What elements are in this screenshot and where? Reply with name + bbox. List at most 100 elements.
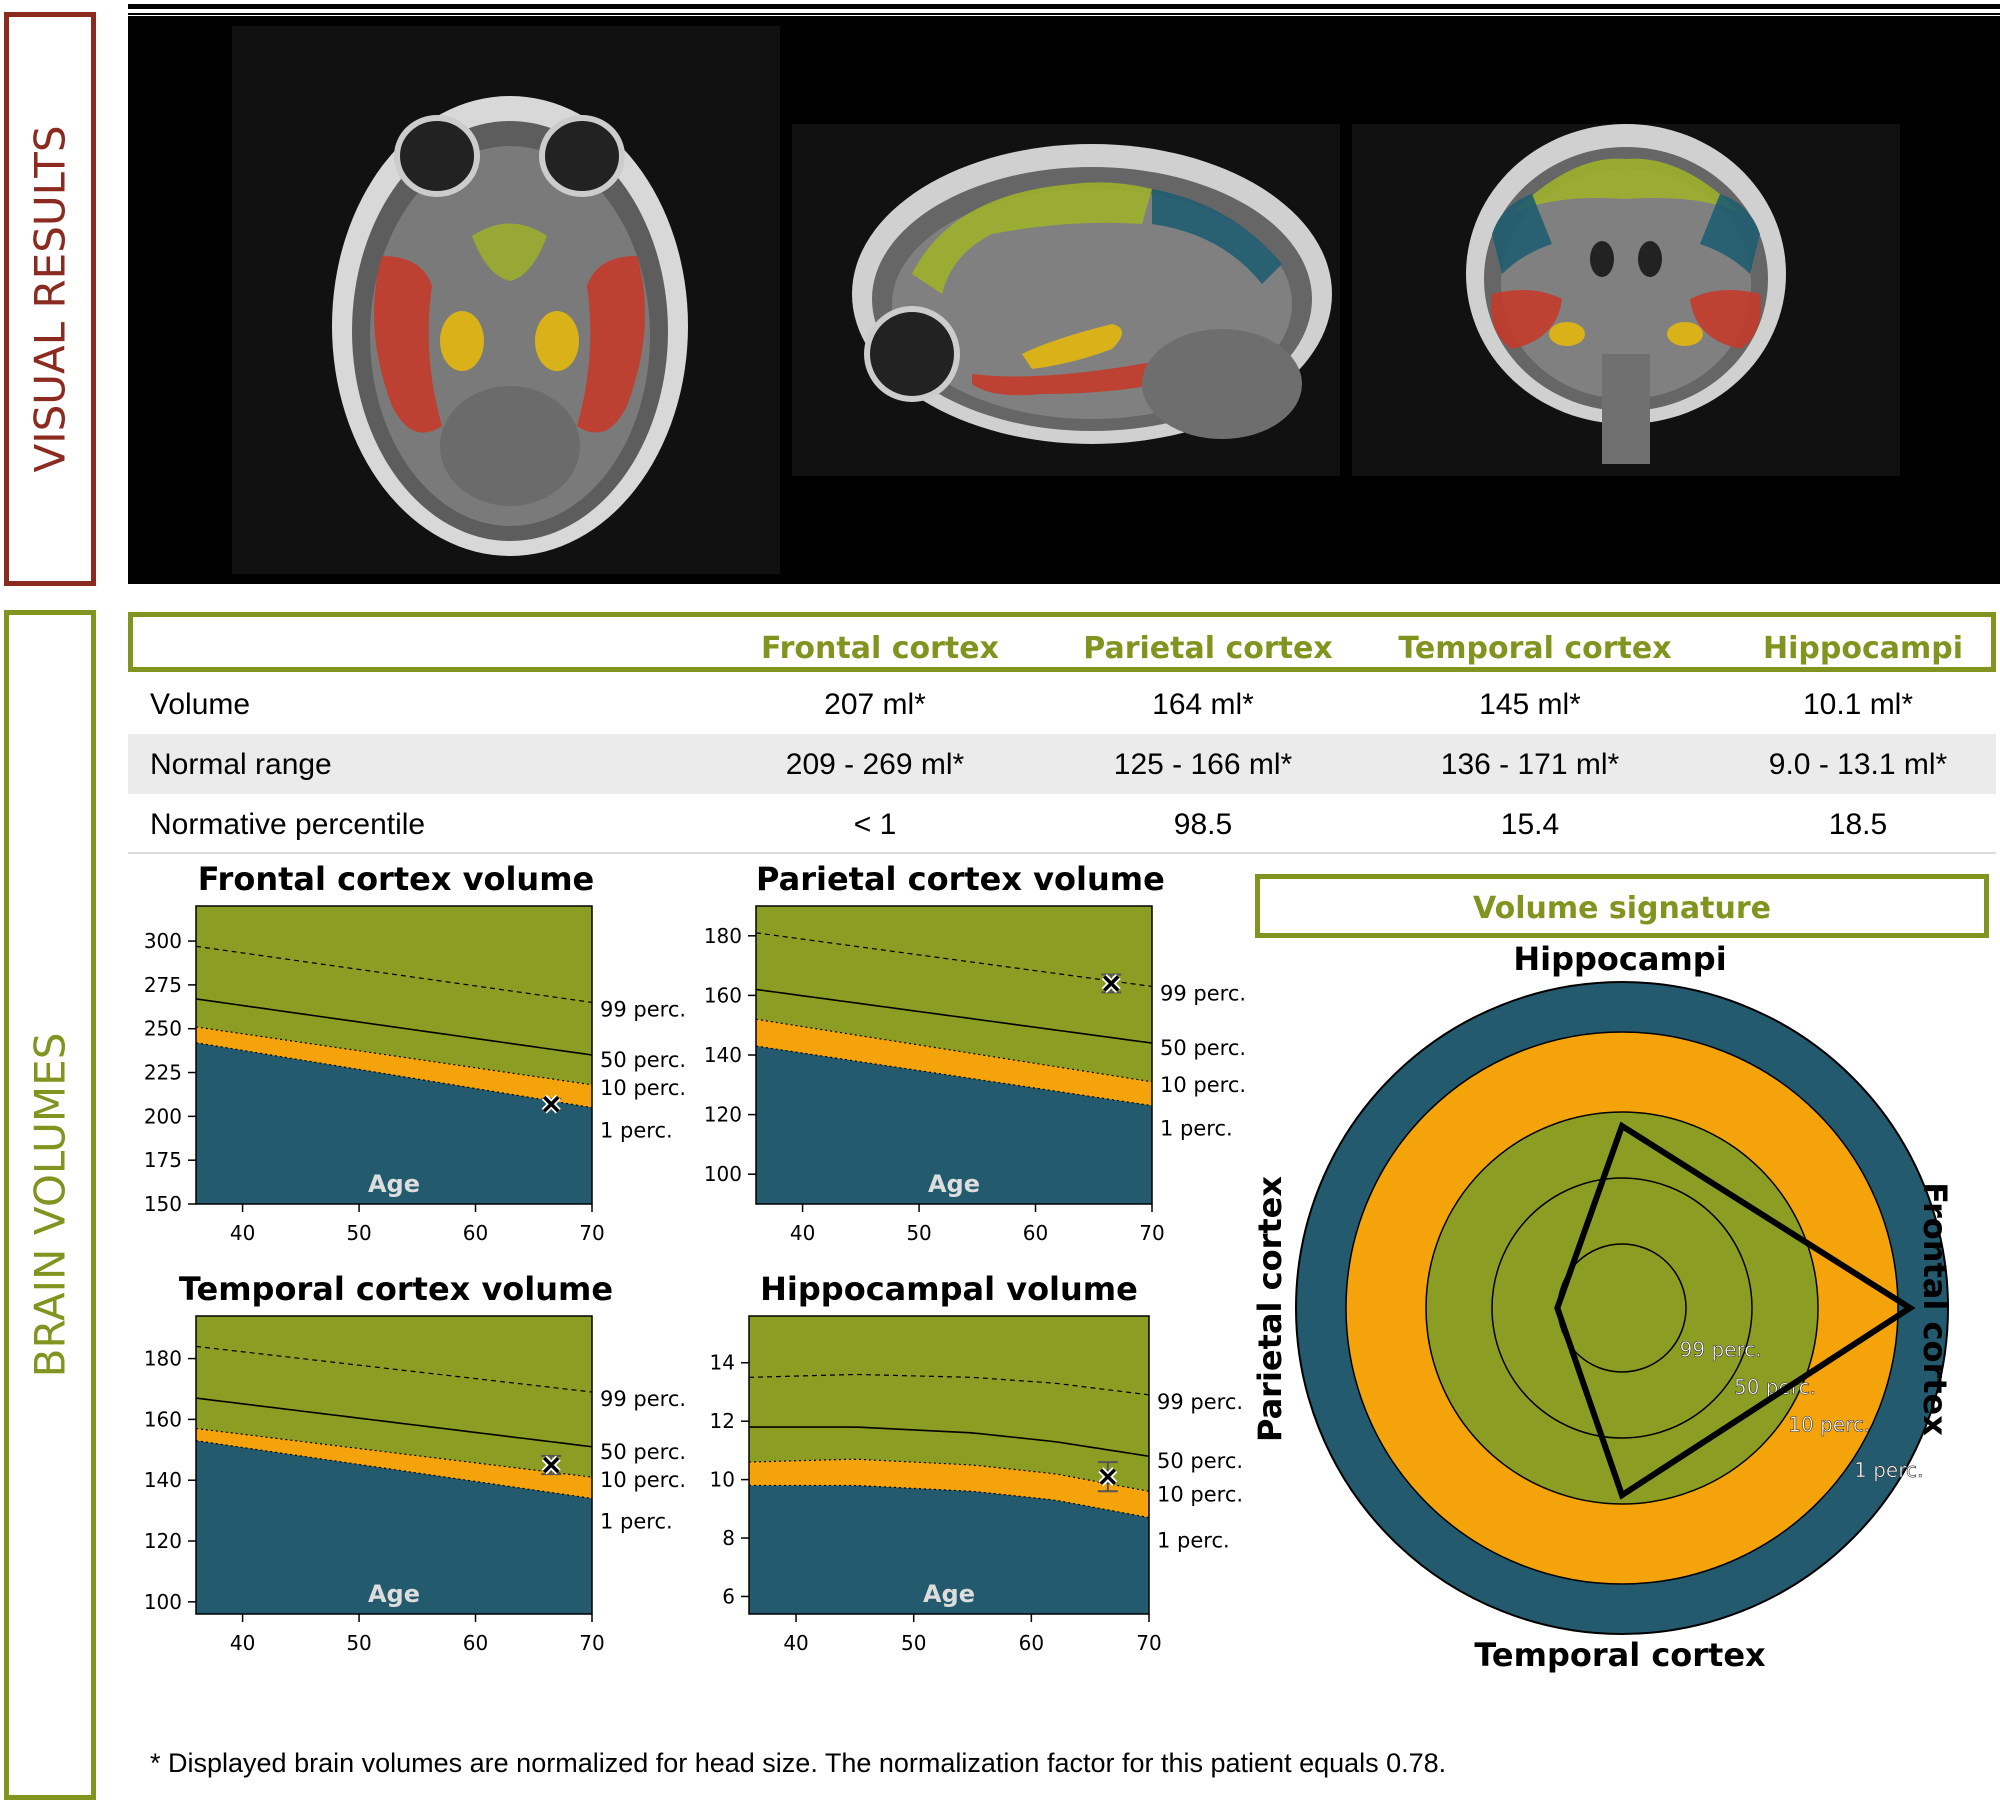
radar-ring-50perc [1491, 1177, 1753, 1439]
percentile-label: 10 perc. [600, 1468, 686, 1492]
y-tick-label: 180 [144, 1347, 182, 1371]
y-tick-label: 100 [704, 1162, 742, 1186]
band-teal-hippocampal [749, 1485, 1149, 1614]
y-tick-label: 10 [710, 1468, 735, 1492]
chart-title-hippocampal: Hippocampal volume [760, 1270, 1138, 1308]
y-tick-label: 140 [144, 1468, 182, 1492]
percentile-label: 99 perc. [1157, 1390, 1243, 1414]
band-orange-parietal [756, 1019, 1152, 1106]
percentile-label: 99 perc. [600, 1387, 686, 1411]
radar-label-temporal: Temporal cortex [1474, 1636, 1766, 1674]
x-tick-label: 70 [579, 1631, 604, 1655]
x-tick-label: 40 [790, 1221, 815, 1245]
percentile-label: 50 perc. [1157, 1449, 1243, 1473]
percentile-label: 10 perc. [600, 1076, 686, 1100]
radar-ring-label: 1 perc. [1854, 1458, 1923, 1482]
radar-ring-10perc [1425, 1111, 1819, 1505]
radar-label-hippocampi: Hippocampi [1513, 940, 1727, 978]
col-parietal-cortex: Parietal cortex [1083, 631, 1333, 666]
percentile-curve [748, 1373, 1150, 1396]
plot-frame-temporal [195, 1315, 593, 1615]
radar-ring-label: 99 perc. [1680, 1337, 1762, 1361]
y-tick-label: 175 [144, 1148, 182, 1172]
percentile-curve [195, 1345, 593, 1393]
y-tick-label: 100 [144, 1590, 182, 1614]
cell-value: 15.4 [1500, 808, 1560, 841]
percentile-curve [195, 1042, 593, 1109]
x-tick-label: 70 [579, 1221, 604, 1245]
y-tick-label: 180 [704, 924, 742, 948]
cell-value: 207 ml* [824, 688, 926, 721]
percentile-curve [195, 945, 593, 1004]
y-tick-label: 14 [710, 1351, 735, 1375]
patient-marker [1102, 975, 1120, 992]
col-temporal-cortex: Temporal cortex [1398, 631, 1672, 666]
y-tick-label: 160 [144, 1407, 182, 1431]
row-label: Volume [150, 688, 251, 721]
top-rule [128, 4, 2000, 9]
cell-value: 9.0 - 13.1 ml* [1768, 748, 1948, 781]
x-tick-label: 60 [1023, 1221, 1048, 1245]
percentile-label: 1 perc. [600, 1119, 673, 1143]
percentile-curve [195, 998, 593, 1056]
sagittal-view [792, 124, 1340, 476]
y-tick-label: 150 [144, 1192, 182, 1216]
patient-marker [542, 1095, 560, 1113]
x-tick-label: 70 [1139, 1221, 1164, 1245]
mri-panel [128, 16, 2000, 584]
y-tick-label: 275 [144, 973, 182, 997]
percentile-label: 10 perc. [1160, 1073, 1246, 1097]
x-tick-label: 60 [463, 1221, 488, 1245]
y-tick-label: 12 [710, 1409, 735, 1433]
coronal-view [1352, 124, 1900, 476]
y-tick-label: 200 [144, 1104, 182, 1128]
cell-value: 136 - 171 ml* [1440, 748, 1620, 781]
percentile-curve [195, 1440, 593, 1500]
volume-signature-header: Volume signature [1255, 874, 1989, 938]
y-tick-label: 8 [722, 1526, 735, 1550]
cell-value: < 1 [853, 808, 897, 841]
visual-results-section-label: VISUAL RESULTS [4, 12, 96, 586]
percentile-label: 1 perc. [1160, 1117, 1233, 1141]
percentile-label: 50 perc. [600, 1048, 686, 1072]
cell-value: 209 - 269 ml* [785, 748, 965, 781]
cell-value: 145 ml* [1479, 688, 1581, 721]
percentile-curve [755, 1018, 1153, 1083]
col-hippocampi: Hippocampi [1763, 631, 1963, 666]
chart-title-temporal: Temporal cortex volume [178, 1270, 614, 1308]
coronal-brain-graphic [1466, 124, 1786, 464]
y-tick-label: 300 [144, 929, 182, 953]
chart-title-parietal: Parietal cortex volume [756, 860, 1165, 898]
band-orange-hippocampal [749, 1459, 1149, 1518]
table-row-normal-range: Normal range 209 - 269 ml* 125 - 166 ml*… [128, 734, 1996, 794]
radar-signature-polygon [1554, 1121, 1916, 1500]
x-tick-label: 40 [230, 1631, 255, 1655]
table-row-volume: Volume 207 ml* 164 ml* 145 ml* 10.1 ml* [128, 674, 1996, 734]
chart-title-frontal: Frontal cortex volume [197, 860, 595, 898]
cell-value: 98.5 [1173, 808, 1233, 841]
x-tick-label: 40 [783, 1631, 808, 1655]
y-tick-label: 160 [704, 983, 742, 1007]
top-rule-thin [128, 13, 2000, 15]
band-orange-temporal [196, 1428, 592, 1499]
percentile-curve [755, 988, 1153, 1044]
x-tick-label: 50 [901, 1631, 926, 1655]
percentile-label: 50 perc. [600, 1440, 686, 1464]
patient-marker [1099, 1468, 1117, 1485]
x-tick-label: 50 [346, 1631, 371, 1655]
x-tick-label: 50 [906, 1221, 931, 1245]
radar-label-frontal: Frontal cortex [1916, 1182, 1954, 1436]
y-tick-label: 120 [144, 1529, 182, 1553]
percentile-curve [195, 1026, 593, 1086]
table-header: Frontal cortex Parietal cortex Temporal … [128, 612, 1996, 672]
cell-value: 10.1 ml* [1802, 688, 1914, 721]
band-orange-frontal [196, 1026, 592, 1108]
percentile-label: 1 perc. [1157, 1529, 1230, 1553]
cell-value: 164 ml* [1152, 688, 1254, 721]
radar-ring-label: 10 perc. [1788, 1412, 1870, 1436]
percentile-curve [755, 1045, 1153, 1107]
footnote: * Displayed brain volumes are normalized… [150, 1748, 1447, 1778]
row-label: Normative percentile [150, 808, 426, 841]
x-axis-label: Age [368, 1170, 420, 1198]
